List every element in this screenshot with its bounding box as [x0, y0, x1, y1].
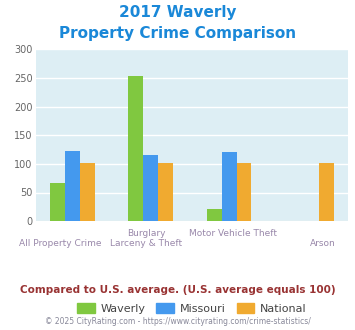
Bar	[236, 163, 251, 221]
Bar	[319, 163, 334, 221]
Bar	[222, 152, 236, 221]
Bar	[80, 163, 94, 221]
Text: Compared to U.S. average. (U.S. average equals 100): Compared to U.S. average. (U.S. average …	[20, 285, 335, 295]
Bar	[65, 151, 80, 221]
Bar	[128, 76, 143, 221]
Legend: Waverly, Missouri, National: Waverly, Missouri, National	[72, 299, 311, 318]
Text: Burglary: Burglary	[127, 229, 166, 238]
Text: All Property Crime: All Property Crime	[19, 239, 102, 248]
Text: © 2025 CityRating.com - https://www.cityrating.com/crime-statistics/: © 2025 CityRating.com - https://www.city…	[45, 317, 310, 326]
Bar	[50, 183, 65, 221]
Text: Arson: Arson	[310, 239, 336, 248]
Bar	[158, 163, 173, 221]
Text: Property Crime Comparison: Property Crime Comparison	[59, 26, 296, 41]
Text: 2017 Waverly: 2017 Waverly	[119, 5, 236, 20]
Bar	[207, 209, 222, 221]
Bar	[143, 155, 158, 221]
Text: Larceny & Theft: Larceny & Theft	[110, 239, 182, 248]
Text: Motor Vehicle Theft: Motor Vehicle Theft	[189, 229, 277, 238]
